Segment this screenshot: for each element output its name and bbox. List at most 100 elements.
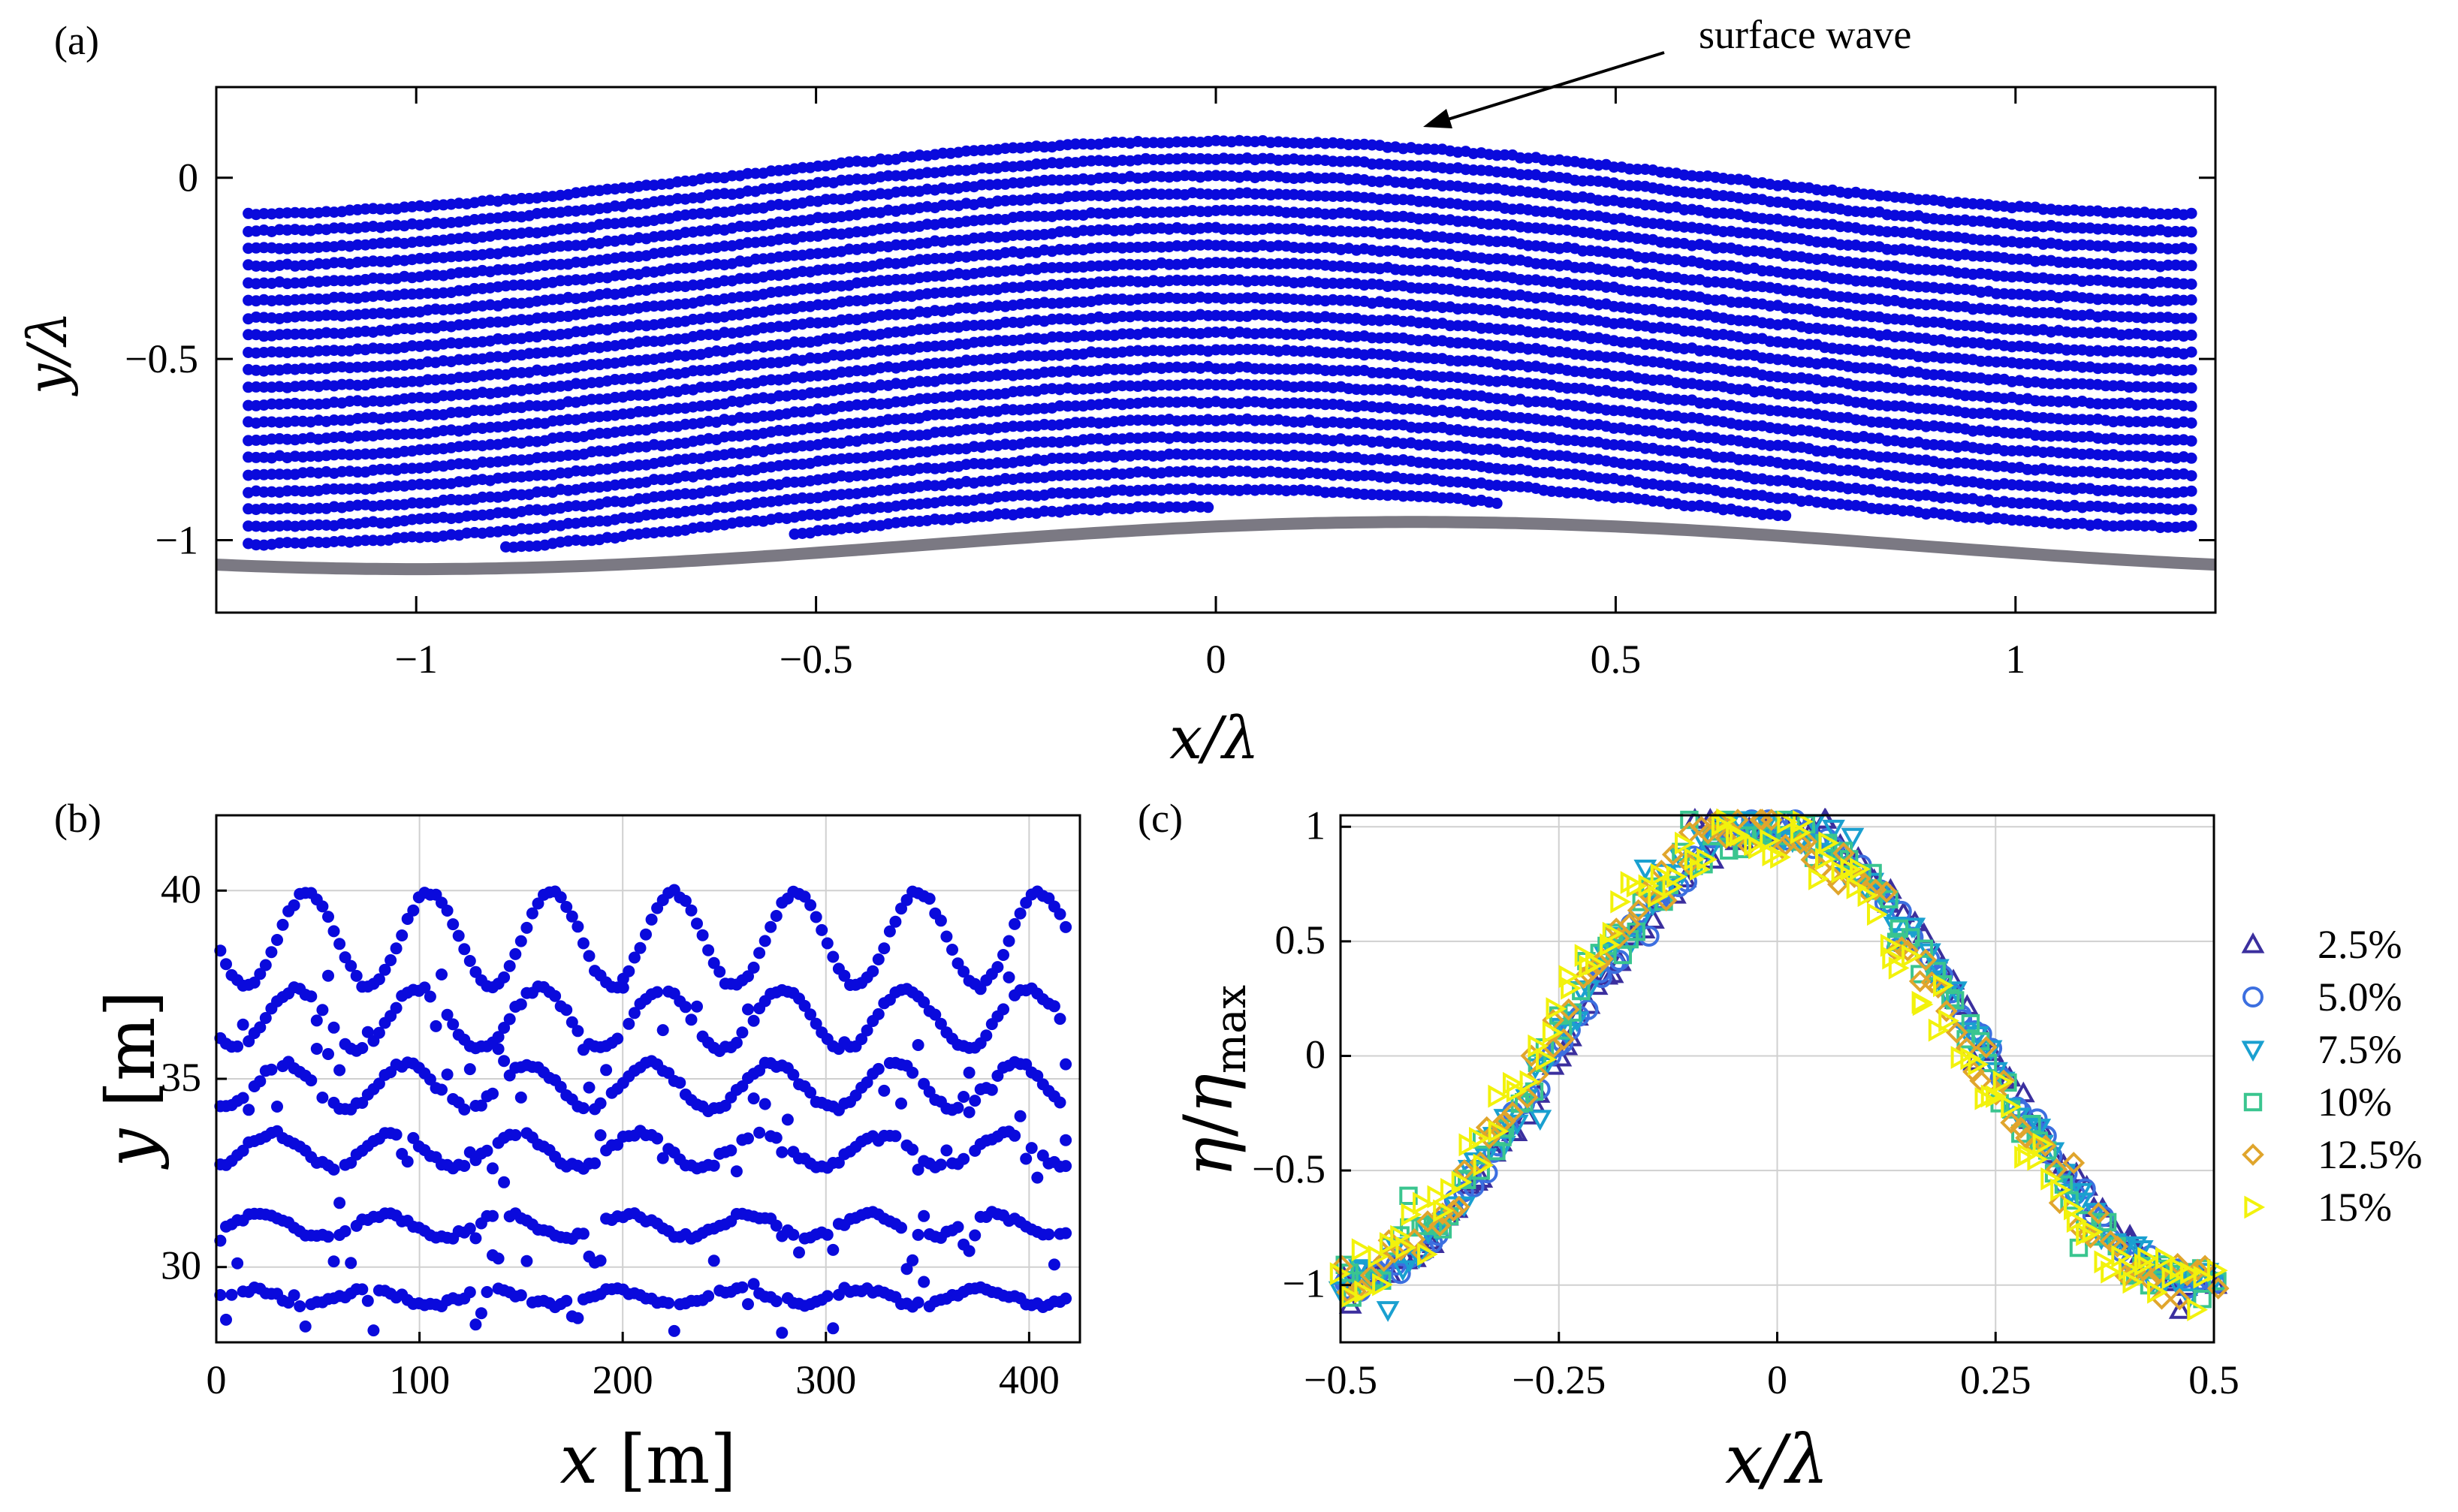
particle-marker — [351, 466, 363, 478]
particle-marker — [749, 202, 762, 214]
particle-marker — [586, 481, 598, 493]
particle-marker — [430, 408, 442, 420]
particle-marker — [796, 440, 808, 452]
particle-marker — [414, 252, 426, 264]
particle-marker — [469, 405, 481, 417]
particle-marker — [648, 300, 660, 312]
particle-marker — [336, 378, 348, 390]
particle-marker — [1202, 501, 1214, 514]
particle-marker — [609, 305, 621, 316]
panel-a-chart: (a) −1 −0.5 0 0.5 1−1−0.50 surface wave x/λ … — [16, 12, 2217, 773]
particle-marker — [437, 390, 449, 402]
particle-marker — [773, 390, 785, 402]
particle-marker — [250, 434, 262, 446]
particle-marker — [789, 179, 801, 191]
particle-marker — [593, 515, 605, 527]
particle-marker — [554, 467, 566, 479]
particle-marker — [476, 405, 488, 417]
particle-marker — [422, 392, 434, 404]
particle-marker — [648, 336, 660, 348]
particle-marker — [749, 306, 762, 318]
particle-marker — [593, 427, 605, 439]
particle-marker — [632, 459, 644, 471]
particle-marker — [492, 316, 504, 328]
particle-marker — [749, 167, 762, 179]
particle-marker — [289, 242, 301, 254]
particle-marker — [321, 483, 332, 495]
particle-marker — [726, 170, 738, 182]
particle-marker — [484, 438, 496, 450]
particle-marker — [695, 365, 707, 376]
particle-marker — [508, 402, 520, 414]
particle-marker — [523, 331, 535, 343]
particle-marker — [656, 420, 668, 432]
particle-marker — [453, 458, 465, 470]
particle-marker — [562, 449, 575, 461]
particle-marker — [671, 402, 683, 414]
particle-marker — [562, 205, 575, 217]
particle-marker — [344, 292, 356, 304]
particle-marker — [632, 284, 644, 296]
particle-marker — [710, 501, 722, 514]
particle-marker — [250, 261, 262, 272]
particle-marker — [297, 485, 309, 497]
particle-marker — [437, 373, 449, 385]
particle-marker — [469, 353, 481, 365]
particle-marker — [742, 429, 754, 441]
particle-marker — [406, 306, 418, 318]
particle-marker — [391, 360, 403, 372]
particle-marker — [469, 282, 481, 294]
particle-marker — [602, 218, 614, 230]
particle-marker — [531, 469, 543, 481]
particle-marker — [617, 182, 629, 194]
particle-marker — [789, 249, 801, 261]
particle-marker — [719, 275, 730, 287]
particle-marker — [508, 333, 520, 345]
panel-a-label: (a) — [54, 18, 99, 63]
particle-marker — [344, 518, 356, 530]
particle-marker — [321, 241, 332, 253]
particle-marker — [484, 316, 496, 328]
particle-marker — [570, 326, 582, 338]
particle-marker — [398, 288, 410, 300]
particle-marker — [523, 279, 535, 291]
particle-marker — [406, 375, 418, 387]
particle-marker — [1491, 497, 1503, 509]
particle-marker — [687, 279, 699, 291]
particle-marker — [687, 243, 699, 255]
panel-a-plot-area — [216, 134, 2216, 576]
particle-marker — [351, 239, 363, 251]
particle-marker — [453, 372, 465, 384]
particle-marker — [312, 293, 324, 305]
particle-marker — [765, 374, 777, 386]
particle-marker — [781, 476, 793, 488]
particle-marker — [351, 361, 363, 373]
particle-marker — [789, 406, 801, 418]
particle-marker — [282, 485, 293, 497]
particle-marker — [523, 244, 535, 256]
particle-marker — [617, 460, 629, 472]
particle-marker — [375, 237, 387, 249]
particle-marker — [282, 328, 293, 340]
particle-marker — [336, 345, 348, 357]
particle-marker — [305, 293, 317, 305]
particle-marker — [243, 329, 255, 341]
particle-marker — [632, 441, 644, 453]
particle-marker — [796, 161, 808, 173]
particle-marker — [632, 405, 644, 417]
particle-marker — [539, 207, 550, 219]
particle-marker — [773, 339, 785, 351]
particle-marker — [414, 497, 426, 509]
particle-marker — [508, 349, 520, 361]
particle-marker — [328, 291, 340, 303]
particle-marker — [258, 416, 270, 428]
particle-marker — [515, 541, 527, 553]
particle-marker — [687, 192, 699, 204]
particle-marker — [321, 309, 332, 321]
particle-marker — [336, 414, 348, 426]
particle-marker — [360, 535, 371, 547]
particle-marker — [710, 381, 722, 393]
particle-marker — [796, 336, 808, 348]
particle-marker — [1780, 510, 1792, 522]
